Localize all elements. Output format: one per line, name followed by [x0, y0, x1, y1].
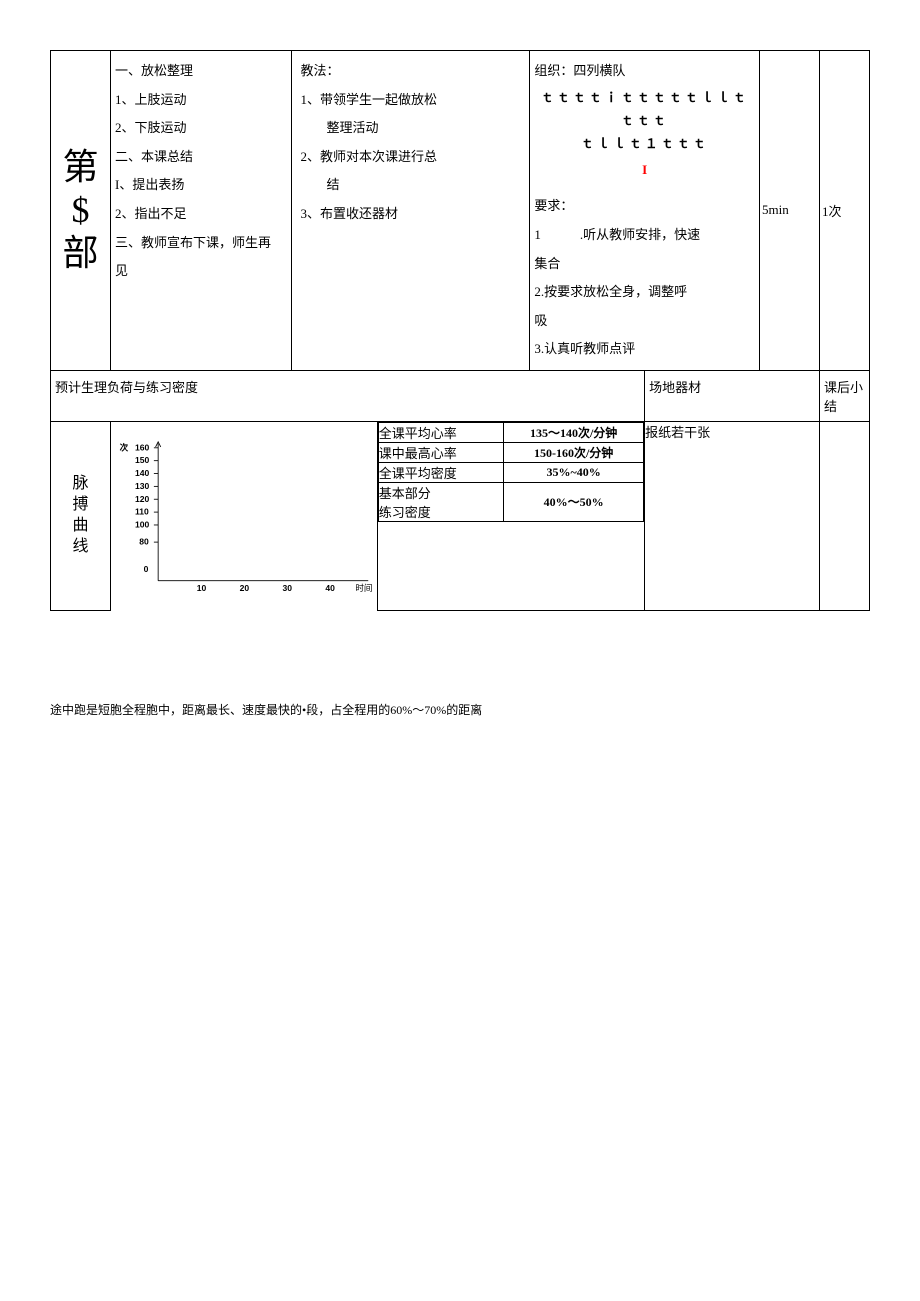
- svg-text:140: 140: [135, 468, 150, 478]
- metric-label: 课中最高心率: [378, 442, 503, 462]
- summary-cell: [820, 421, 870, 610]
- svg-text:100: 100: [135, 519, 150, 529]
- svg-text:150: 150: [135, 455, 150, 465]
- metrics-table: 全课平均心率 135～140次/分钟 课中最高心率 150-160次/分钟 全课…: [378, 422, 644, 522]
- pulse-curve-label: 脉 搏 曲 线: [51, 421, 111, 610]
- svg-text:20: 20: [240, 583, 250, 593]
- pulse-chart: 次 160 150 140 130 120 110 100 80 0: [111, 421, 378, 610]
- metric-value: 40%～50%: [504, 482, 644, 521]
- svg-text:80: 80: [139, 537, 149, 547]
- svg-text:160: 160: [135, 442, 150, 452]
- load-density-header: 预计生理负荷与练习密度: [51, 370, 645, 421]
- svg-text:40: 40: [325, 583, 335, 593]
- metric-label: 全课平均心率: [378, 422, 503, 442]
- formation-mark: I: [534, 156, 755, 185]
- lesson-plan-table: 第 $ 部 一、放松整理 1、上肢运动 2、下肢运动 二、本课总结 I、提出表扬…: [50, 50, 870, 611]
- count-cell: 1次: [820, 51, 870, 371]
- metric-label: 全课平均密度: [378, 462, 503, 482]
- content-column: 一、放松整理 1、上肢运动 2、下肢运动 二、本课总结 I、提出表扬 2、指出不…: [111, 51, 292, 371]
- footnote-text: 途中跑是短胞全程胞中，距离最长、速度最快的•段，占全程用的60%～70%的距离: [50, 701, 870, 718]
- svg-text:30: 30: [282, 583, 292, 593]
- formation-line: ｔｔｔｔｉｔｔｔｔｔｌｌｔｔｔｔ: [534, 86, 755, 133]
- time-cell: 5min: [760, 51, 820, 371]
- metric-label: 基本部分 练习密度: [378, 482, 503, 521]
- chart-svg: 次 160 150 140 130 120 110 100 80 0: [111, 422, 377, 607]
- summary-header: 课后小结: [820, 370, 870, 421]
- svg-text:0: 0: [144, 564, 149, 574]
- svg-text:10: 10: [197, 583, 207, 593]
- teaching-method-column: 教法： 1、带领学生一起做放松 整理活动 2、教师对本次课进行总 结 3、布置收…: [292, 51, 530, 371]
- equipment-header: 场地器材: [645, 370, 820, 421]
- svg-text:时间: 时间: [355, 582, 372, 593]
- metric-value: 150-160次/分钟: [504, 442, 644, 462]
- formation-line: ｔｌｌｔ１ｔｔｔ: [534, 132, 755, 155]
- svg-text:130: 130: [135, 481, 150, 491]
- organization-column: 组织：四列横队 ｔｔｔｔｉｔｔｔｔｔｌｌｔｔｔｔ ｔｌｌｔ１ｔｔｔ I 要求： …: [530, 51, 760, 371]
- metric-value: 135～140次/分钟: [504, 422, 644, 442]
- section-label: 第 $ 部: [51, 51, 111, 371]
- metric-value: 35%~40%: [504, 462, 644, 482]
- svg-text:110: 110: [135, 507, 149, 517]
- equipment-cell: 报纸若干张: [645, 421, 820, 610]
- svg-text:120: 120: [135, 494, 150, 504]
- svg-text:次: 次: [120, 441, 129, 452]
